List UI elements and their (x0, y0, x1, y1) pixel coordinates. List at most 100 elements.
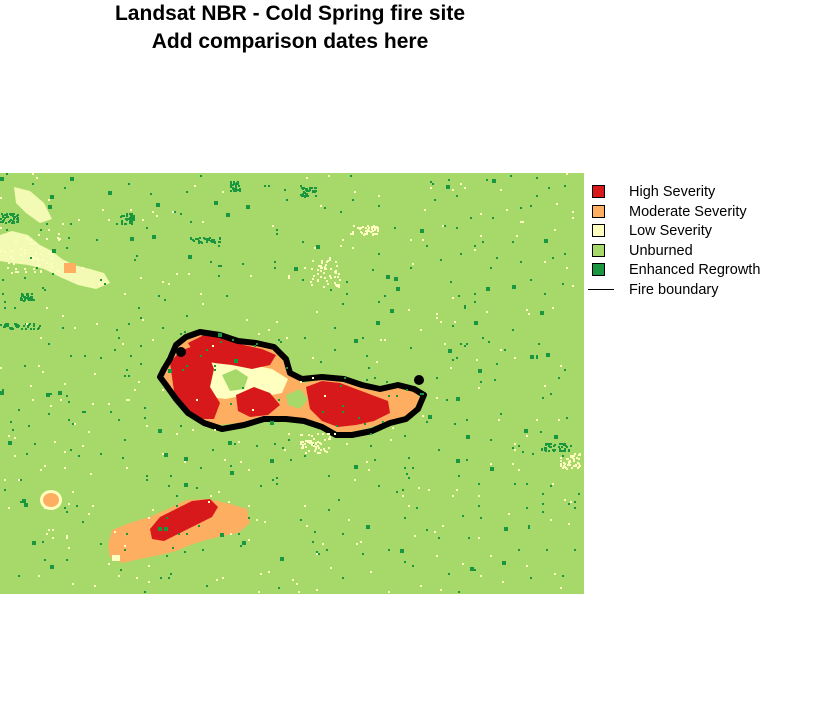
raster-pixel (158, 429, 162, 433)
raster-pixel (230, 186, 232, 188)
raster-pixel (554, 435, 558, 439)
raster-pixel (219, 237, 221, 239)
raster-pixel (550, 485, 552, 487)
raster-pixel (166, 517, 168, 519)
raster-pixel (311, 284, 313, 286)
raster-pixel (374, 229, 376, 231)
raster-pixel (134, 389, 136, 391)
raster-pixel (58, 233, 60, 235)
raster-pixel (474, 569, 476, 571)
raster-pixel (554, 573, 556, 575)
speckle-pixels (0, 173, 581, 593)
raster-pixel (438, 537, 440, 539)
raster-pixel (276, 483, 278, 485)
raster-pixel (310, 440, 312, 442)
raster-pixel (418, 487, 420, 489)
raster-pixel (20, 479, 22, 481)
raster-pixel (124, 375, 126, 377)
raster-pixel (577, 462, 579, 464)
raster-pixel (70, 177, 74, 181)
south-low-speck (112, 555, 120, 561)
raster-pixel (14, 437, 16, 439)
raster-pixel (131, 218, 133, 220)
raster-pixel (13, 213, 15, 215)
raster-pixel (548, 187, 550, 189)
raster-pixel (562, 455, 564, 457)
raster-pixel (133, 219, 135, 221)
raster-pixel (320, 265, 322, 267)
raster-pixel (121, 223, 123, 225)
raster-pixel (50, 195, 54, 199)
raster-pixel (60, 399, 62, 401)
raster-pixel (276, 321, 278, 323)
raster-pixel (13, 218, 15, 220)
raster-pixel (460, 253, 462, 255)
raster-pixel (361, 232, 363, 234)
raster-pixel (82, 445, 84, 447)
raster-pixel (314, 531, 316, 533)
raster-pixel (10, 219, 12, 221)
raster-pixel (306, 177, 308, 179)
raster-pixel (458, 295, 460, 297)
raster-pixel (126, 369, 128, 371)
raster-pixel (246, 319, 248, 321)
raster-pixel (362, 226, 364, 228)
raster-pixel (146, 227, 148, 229)
raster-pixel (14, 455, 16, 457)
raster-pixel (212, 449, 214, 451)
raster-pixel (128, 399, 130, 401)
raster-pixel (318, 553, 320, 555)
raster-pixel (315, 195, 317, 197)
raster-pixel (426, 421, 428, 423)
raster-pixel (186, 315, 188, 317)
raster-pixel (526, 435, 528, 437)
raster-pixel (242, 263, 244, 265)
raster-pixel (536, 177, 538, 179)
raster-pixel (334, 433, 336, 435)
raster-pixel (116, 329, 118, 331)
raster-pixel (366, 233, 368, 235)
raster-pixel (34, 271, 36, 273)
raster-pixel (206, 238, 208, 240)
raster-pixel (216, 579, 218, 581)
raster-pixel (130, 237, 134, 241)
raster-pixel (30, 257, 32, 259)
raster-pixel (59, 238, 61, 240)
raster-pixel (452, 189, 454, 191)
raster-pixel (129, 222, 131, 224)
raster-pixel (4, 307, 6, 309)
raster-pixel (358, 417, 360, 419)
raster-pixel (312, 377, 314, 379)
raster-pixel (354, 339, 358, 343)
raster-pixel (264, 521, 266, 523)
raster-pixel (196, 399, 198, 401)
raster-pixel (64, 383, 66, 385)
raster-pixel (202, 221, 204, 223)
raster-pixel (192, 429, 194, 431)
raster-pixel (325, 268, 327, 270)
raster-pixel (566, 458, 568, 460)
raster-pixel (324, 450, 326, 452)
raster-pixel (96, 323, 98, 325)
raster-pixel (36, 177, 38, 179)
raster-pixel (188, 255, 192, 259)
raster-pixel (21, 295, 23, 297)
raster-pixel (524, 429, 528, 433)
raster-pixel (236, 189, 238, 191)
raster-pixel (180, 425, 182, 427)
raster-pixel (305, 446, 307, 448)
raster-pixel (174, 211, 176, 213)
raster-pixel (386, 275, 390, 279)
raster-pixel (546, 353, 550, 357)
burn-severity-map (0, 173, 584, 594)
raster-pixel (0, 227, 2, 229)
raster-pixel (46, 307, 48, 309)
legend-swatch (592, 224, 605, 237)
raster-pixel (378, 195, 380, 197)
raster-pixel (562, 467, 564, 469)
raster-pixel (0, 221, 2, 223)
raster-pixel (344, 377, 346, 379)
raster-pixel (64, 451, 66, 453)
raster-pixel (313, 445, 315, 447)
raster-pixel (186, 191, 188, 193)
